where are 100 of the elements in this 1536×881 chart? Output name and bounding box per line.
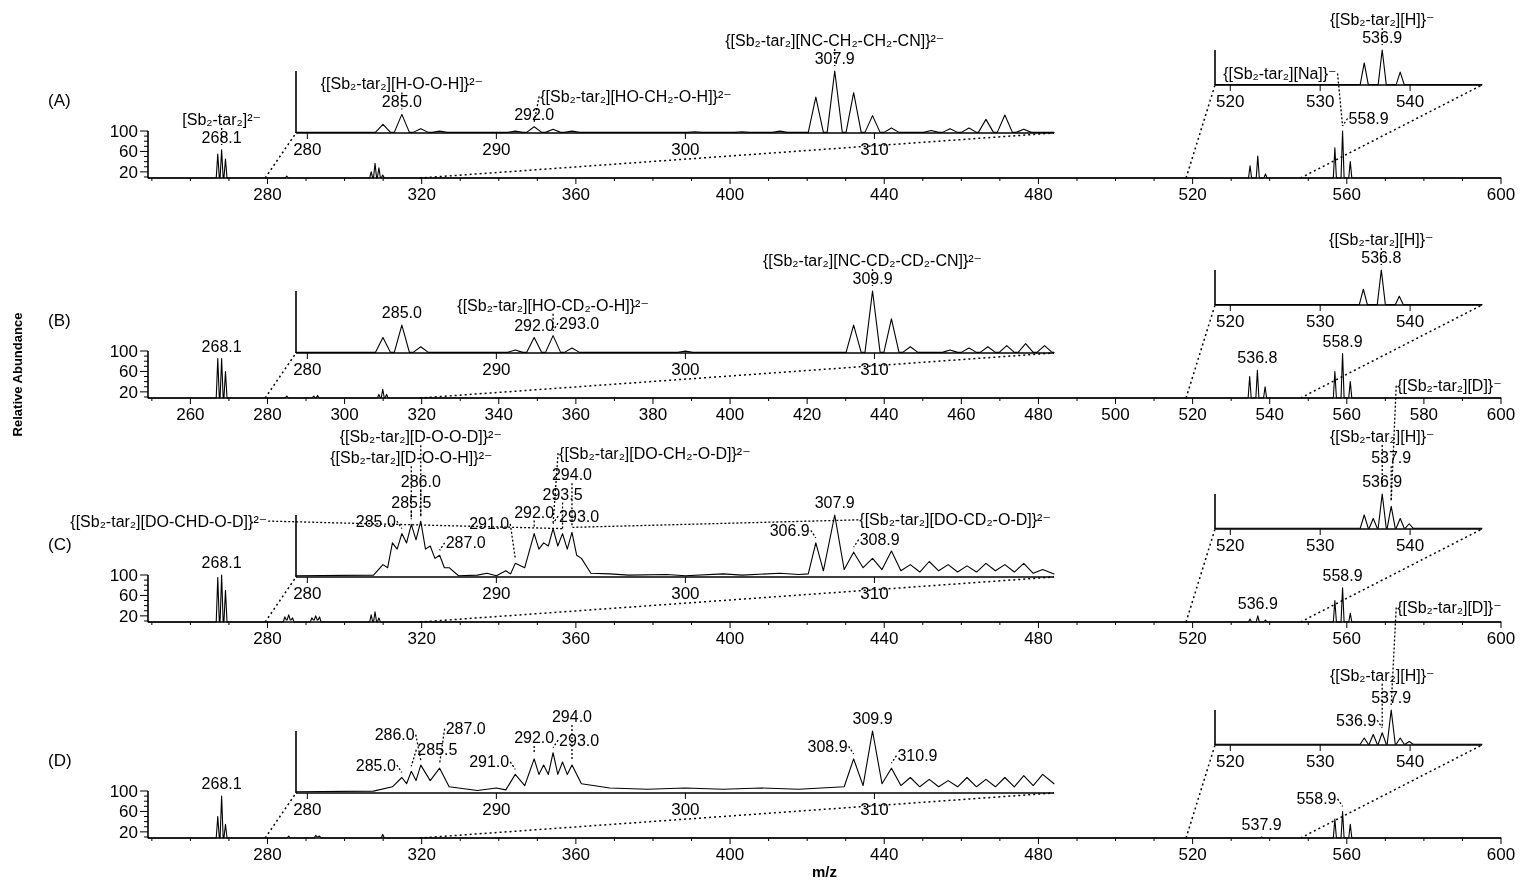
annotation: 536.9 <box>1336 711 1377 729</box>
annotation: 268.1 <box>201 337 242 355</box>
x-tick-label: 580 <box>1409 405 1439 424</box>
annotation: 307.9 <box>814 50 855 67</box>
annotation: 293.0 <box>559 731 600 749</box>
annotation: 309.9 <box>852 270 893 287</box>
annotation: {[Sb₂-tar₂][H]}⁻ <box>1329 428 1435 445</box>
annotation: 536.9 <box>1362 473 1403 490</box>
x-tick-label: 320 <box>407 845 436 864</box>
y-tick-label: 100 <box>109 342 138 361</box>
annotation: 293.0 <box>559 314 600 332</box>
annotation: 268.1 <box>201 775 242 793</box>
x-tick-label: 300 <box>671 584 700 603</box>
x-tick-label: 530 <box>1305 752 1335 771</box>
annotation: {[Sb₂-tar₂][D]}⁻ <box>1397 377 1502 395</box>
x-tick-label: 540 <box>1255 405 1284 424</box>
annotation: 285.5 <box>417 741 458 759</box>
x-tick-label: 520 <box>1178 405 1207 424</box>
x-tick-label: 280 <box>253 185 282 204</box>
y-tick-label: 20 <box>119 162 138 182</box>
annotation: 268.1 <box>201 128 242 146</box>
x-tick-label: 480 <box>1024 845 1053 864</box>
x-tick-label: 560 <box>1332 845 1361 864</box>
x-tick-label: 530 <box>1305 536 1335 555</box>
annotation: 286.0 <box>400 473 441 491</box>
annotation: 309.9 <box>852 710 893 727</box>
annotation: 308.9 <box>807 737 848 755</box>
x-tick-label: 280 <box>293 140 322 159</box>
y-tick-label: 100 <box>109 782 138 801</box>
annotation: {[Sb₂-tar₂][HO-CH₂-O-H]}²⁻ <box>540 87 732 105</box>
annotation: 307.9 <box>814 494 855 511</box>
annotation: 285.0 <box>355 512 396 530</box>
y-tick-label: 60 <box>119 802 138 822</box>
x-tick-label: 280 <box>253 405 282 424</box>
x-tick-label: 530 <box>1305 312 1335 331</box>
x-tick-label: 560 <box>1332 629 1361 648</box>
x-tick-label: 360 <box>561 405 591 424</box>
x-tick-label: 310 <box>860 800 889 819</box>
x-tick-label: 600 <box>1486 185 1516 204</box>
annotation: 537.9 <box>1241 815 1282 833</box>
y-tick-label: 20 <box>119 606 138 626</box>
x-tick-label: 420 <box>792 405 822 424</box>
x-tick-label: 260 <box>176 405 205 424</box>
chart-title: (A) <box>48 91 71 110</box>
x-tick-label: 600 <box>1486 845 1516 864</box>
x-tick-label: 520 <box>1216 92 1245 111</box>
annotation: {[Sb₂-tar₂][D-O-O-H]}²⁻ <box>330 449 493 467</box>
annotation: 536.9 <box>1237 594 1278 612</box>
x-tick-label: 480 <box>1024 629 1053 648</box>
x-tick-label: 400 <box>715 185 745 204</box>
annotation: 536.9 <box>1362 29 1403 46</box>
x-tick-label: 540 <box>1395 536 1425 555</box>
annotation: {[Sb₂-tar₂][H]}⁻ <box>1329 666 1435 684</box>
annotation: 287.0 <box>445 720 486 738</box>
x-tick-label: 360 <box>561 629 591 648</box>
x-tick-label: 320 <box>407 185 436 204</box>
x-tick-label: 280 <box>253 845 282 864</box>
chart-title: (B) <box>48 311 71 330</box>
annotation: {[Sb₂-tar₂][NC-CD₂-CD₂-CN]}²⁻ <box>762 252 983 269</box>
y-tick-label: 20 <box>119 822 138 842</box>
x-tick-label: 380 <box>638 405 668 424</box>
x-tick-label: 460 <box>947 405 976 424</box>
annotation: {[Sb₂-tar₂][D]}⁻ <box>1397 599 1502 616</box>
annotation: 308.9 <box>859 531 900 549</box>
x-tick-label: 320 <box>407 629 436 648</box>
x-tick-label: 310 <box>860 140 889 159</box>
x-tick-label: 400 <box>715 405 745 424</box>
annotation: 292.0 <box>514 316 555 334</box>
annotation: 558.9 <box>1322 332 1363 350</box>
x-tick-label: 480 <box>1024 185 1053 204</box>
x-tick-label: 520 <box>1216 536 1245 555</box>
x-tick-label: 520 <box>1178 629 1207 648</box>
annotation: 291.0 <box>469 515 510 533</box>
annotation: 558.9 <box>1348 110 1389 127</box>
y-tick-label: 60 <box>119 586 138 606</box>
x-tick-label: 280 <box>293 360 322 379</box>
annotation: {[Sb₂-tar₂][H]}⁻ <box>1329 231 1434 248</box>
y-tick-label: 60 <box>119 362 138 382</box>
annotation: 268.1 <box>201 554 242 571</box>
annotation: 293.5 <box>542 485 583 503</box>
y-axis-title: Relative Abundance <box>10 312 25 437</box>
x-tick-label: 290 <box>482 584 511 603</box>
annotation: 285.5 <box>391 494 432 512</box>
annotation: 292.0 <box>514 503 555 521</box>
x-tick-label: 560 <box>1332 185 1361 204</box>
annotation: 287.0 <box>445 534 486 552</box>
annotation: 285.0 <box>381 93 422 111</box>
annotation: {[Sb₂-tar₂][DO-CH₂-O-D]}²⁻ <box>559 444 751 462</box>
x-tick-label: 540 <box>1395 92 1425 111</box>
x-tick-label: 280 <box>253 629 282 648</box>
x-tick-label: 310 <box>860 584 889 603</box>
x-tick-label: 440 <box>870 629 899 648</box>
annotation: [Sb₂-tar₂]²⁻ <box>182 110 261 128</box>
x-tick-label: 280 <box>293 800 322 819</box>
y-tick-label: 100 <box>109 566 138 585</box>
x-tick-label: 530 <box>1305 92 1335 111</box>
x-tick-label: 520 <box>1178 845 1207 864</box>
x-tick-label: 520 <box>1216 752 1245 771</box>
x-tick-label: 300 <box>671 800 700 819</box>
x-tick-label: 480 <box>1024 405 1053 424</box>
